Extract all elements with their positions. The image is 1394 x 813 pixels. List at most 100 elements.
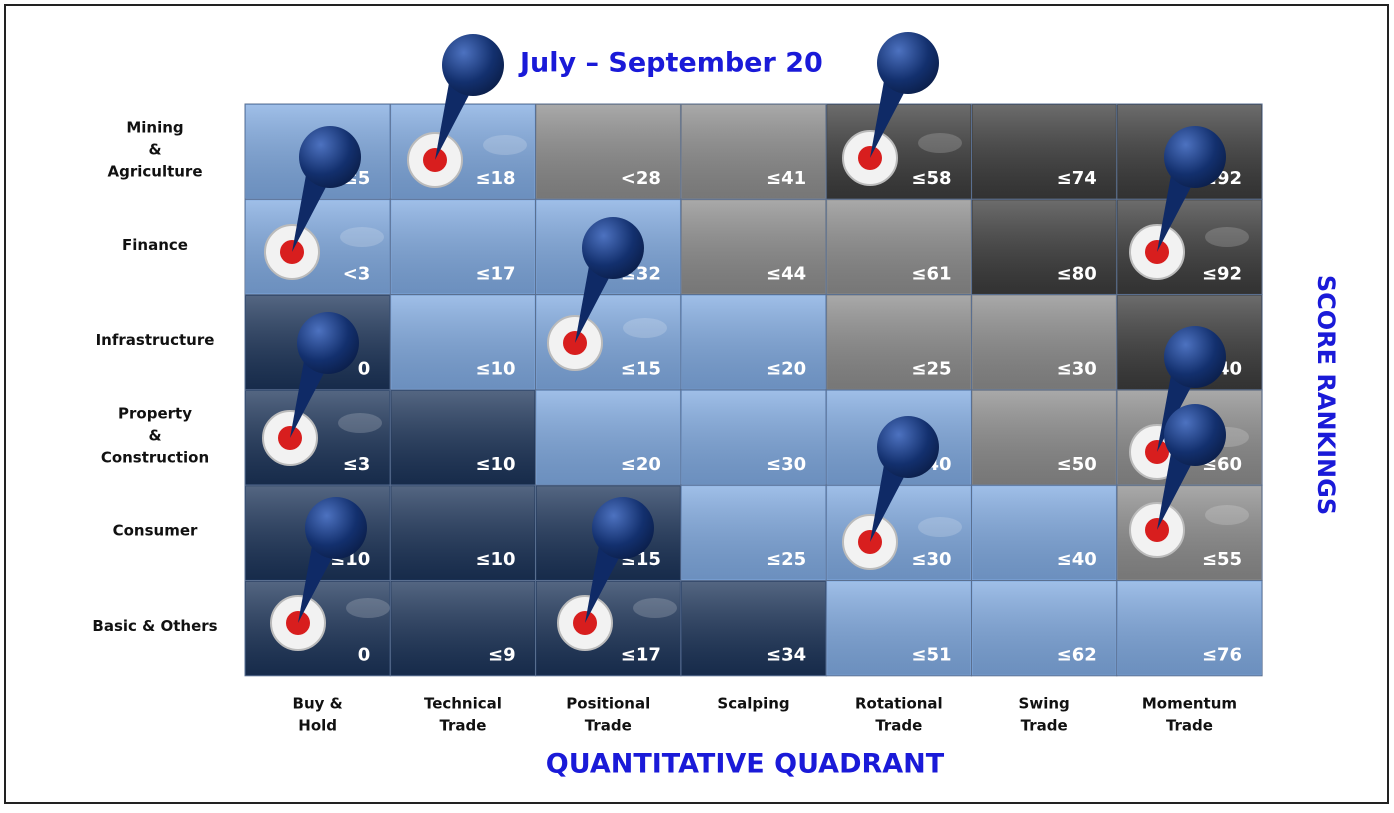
pin-head <box>592 497 654 559</box>
column-label: Buy & <box>293 695 343 713</box>
row-label: Consumer <box>113 522 198 540</box>
pin-shadow <box>623 318 667 338</box>
cell-value: <28 <box>621 168 661 189</box>
cell-value: <3 <box>343 263 371 284</box>
cell-value: ≤50 <box>1057 454 1097 475</box>
cell-shade <box>827 295 971 389</box>
pin-tail <box>1157 453 1191 530</box>
cell-shade <box>972 581 1116 675</box>
cell-value: ≤17 <box>475 263 515 284</box>
cell-value: ≤30 <box>1057 359 1097 380</box>
cell-value: ≤25 <box>911 359 951 380</box>
cell-shade <box>681 390 826 485</box>
cell-value: ≤34 <box>766 645 806 666</box>
column-label: Scalping <box>717 695 789 713</box>
pin-tail <box>585 546 619 623</box>
cell-shade <box>972 486 1116 580</box>
y-axis-title: SCORE RANKINGS <box>1312 275 1340 515</box>
cell-shade <box>827 200 971 294</box>
cell-value: ≤80 <box>1057 263 1097 284</box>
pin-head <box>582 217 644 279</box>
map-pin <box>557 497 677 651</box>
cell-shade <box>536 105 680 199</box>
pin-tail <box>298 546 332 623</box>
cell-shade <box>391 200 535 294</box>
title: July – September 20 <box>518 48 823 79</box>
column-label: Trade <box>585 717 632 735</box>
cell-value: ≤41 <box>766 168 806 189</box>
pin-head <box>1164 126 1226 188</box>
row-label: Basic & Others <box>92 617 217 635</box>
cell-value: ≤25 <box>766 549 806 570</box>
map-pin <box>547 217 667 371</box>
cell-value: 0 <box>358 645 371 666</box>
cell-value: ≤51 <box>911 645 951 666</box>
map-pin <box>262 312 382 466</box>
x-axis-title: QUANTITATIVE QUADRANT <box>546 749 945 780</box>
column-label: Swing <box>1019 695 1070 713</box>
pin-shadow <box>483 135 527 155</box>
pin-shadow <box>338 413 382 433</box>
pin-shadow <box>340 227 384 247</box>
cell-value: ≤10 <box>475 549 515 570</box>
cell-value: ≤30 <box>911 549 951 570</box>
column-label: Positional <box>566 695 650 713</box>
cell-value: ≤20 <box>766 359 806 380</box>
cell-shade <box>681 486 826 580</box>
pin-shadow <box>918 133 962 153</box>
cell-value: ≤10 <box>475 359 515 380</box>
pin-tail <box>290 361 324 438</box>
map-pin <box>270 497 390 651</box>
frame <box>4 4 1389 804</box>
cell-shade <box>1117 581 1262 675</box>
row-label: Finance <box>122 236 188 254</box>
cell-value: ≤9 <box>488 645 516 666</box>
row-label: Property <box>118 404 192 422</box>
cell-shade <box>391 295 535 389</box>
cell-shade <box>536 390 680 485</box>
cell-value: ≤3 <box>343 454 371 475</box>
cell-shade <box>391 581 535 675</box>
row-label: & <box>148 426 161 444</box>
row-label: Agriculture <box>107 163 202 181</box>
pin-head <box>442 34 504 96</box>
cell-value: ≤62 <box>1057 645 1097 666</box>
cell-shade <box>972 105 1116 199</box>
column-label: Momentum <box>1142 695 1237 713</box>
pin-tail <box>870 465 904 542</box>
pin-head <box>299 126 361 188</box>
cell-shade <box>681 295 826 389</box>
cell-value: ≤20 <box>621 454 661 475</box>
row-label: Construction <box>101 448 209 466</box>
cell-shade <box>391 390 535 485</box>
pin-shadow <box>346 598 390 618</box>
pin-tail <box>575 266 609 343</box>
cell-value: ≤76 <box>1202 645 1242 666</box>
pin-head <box>877 416 939 478</box>
cell-value: ≤74 <box>1057 168 1097 189</box>
column-label: Technical <box>424 695 502 713</box>
cell-shade <box>391 486 535 580</box>
pin-shadow <box>1205 505 1249 525</box>
map-pin <box>842 32 962 186</box>
cell-value: ≤92 <box>1202 263 1242 284</box>
column-label: Trade <box>1166 717 1213 735</box>
pin-shadow <box>918 517 962 537</box>
cell-value: ≤18 <box>475 168 515 189</box>
cell-value: ≤17 <box>621 645 661 666</box>
pin-head <box>1164 404 1226 466</box>
pin-head <box>1164 326 1226 388</box>
row-label: Mining <box>126 119 183 137</box>
cell-value: ≤10 <box>475 454 515 475</box>
pin-head <box>297 312 359 374</box>
cell-shade <box>681 200 826 294</box>
cell-value: ≤40 <box>1057 549 1097 570</box>
cell-value: ≤44 <box>766 263 806 284</box>
map-pin <box>407 34 527 188</box>
column-label: Trade <box>439 717 486 735</box>
cell-shade <box>827 581 971 675</box>
cell-value: ≤61 <box>911 263 951 284</box>
pin-head <box>305 497 367 559</box>
pin-tail <box>1157 175 1191 252</box>
